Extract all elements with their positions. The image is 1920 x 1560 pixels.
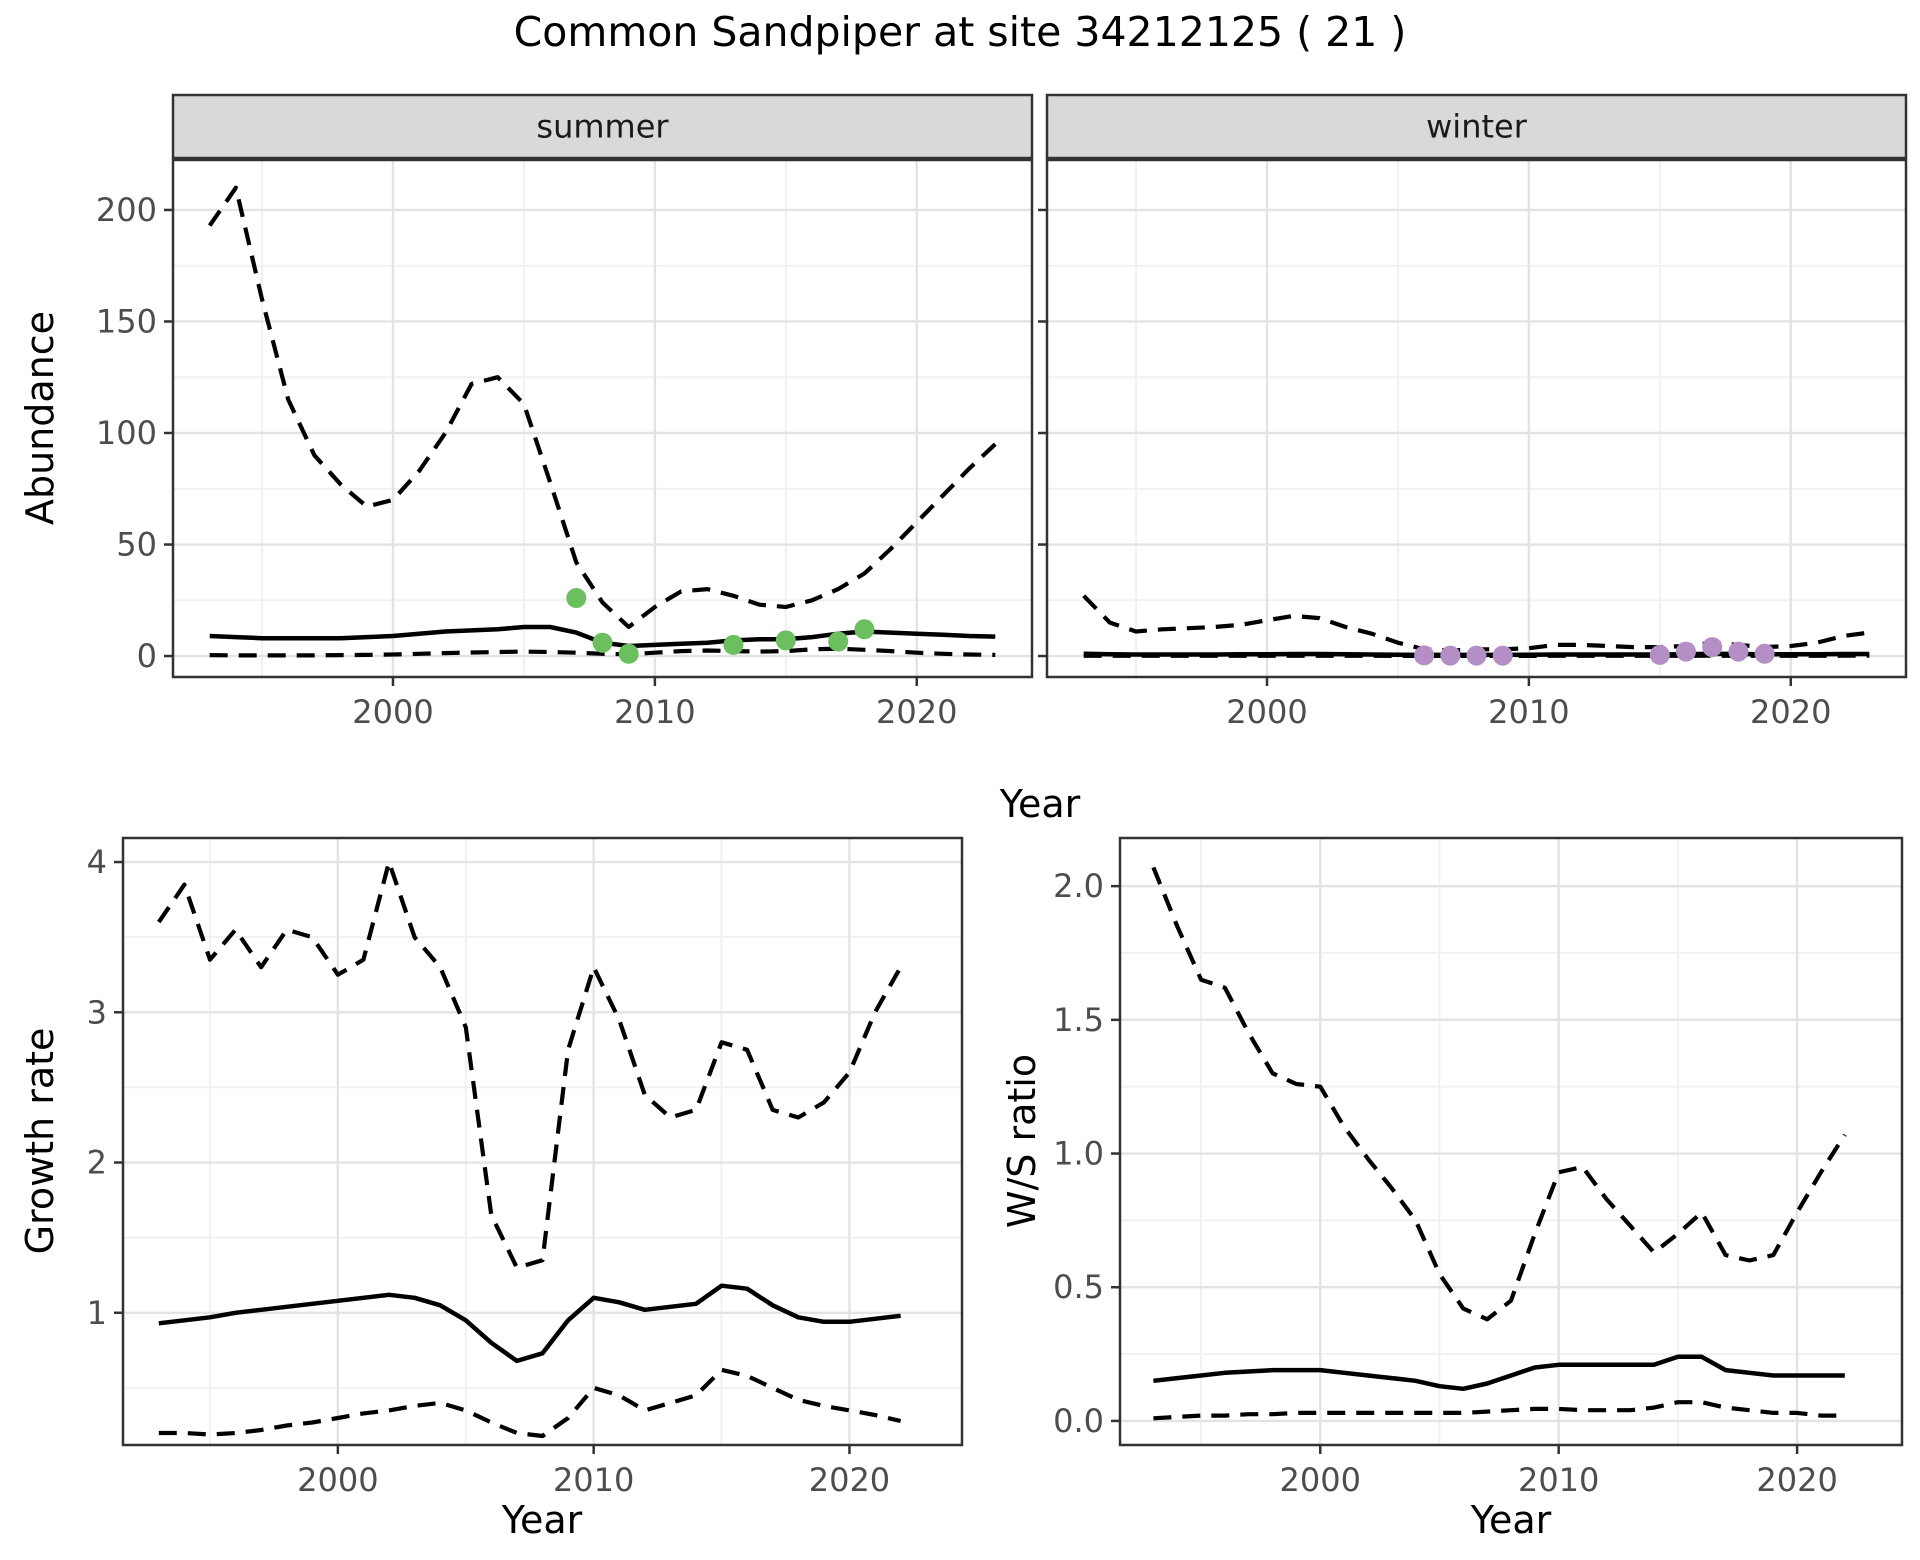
abundance-winter-observed-point <box>1466 645 1487 666</box>
panel-background <box>1120 838 1902 1445</box>
x-tick-label: 2000 <box>1226 693 1307 731</box>
y-axis-title-ws-ratio: W/S ratio <box>1000 1053 1044 1229</box>
y-tick-label: 2.0 <box>1053 867 1104 905</box>
y-tick-label: 0.5 <box>1053 1268 1104 1306</box>
x-tick-label: 2020 <box>1756 1461 1837 1499</box>
y-tick-label: 1 <box>87 1294 107 1332</box>
x-tick-label: 2000 <box>1280 1461 1361 1499</box>
x-tick-label: 2010 <box>614 693 695 731</box>
panel-ws-ratio: 2000 2010 2020 0.0 0.5 1.0 1.5 2.0 <box>1053 836 1904 1499</box>
abundance-summer-observed-point <box>618 643 639 664</box>
y-tick-label: 50 <box>116 526 157 564</box>
abundance-winter-observed-point <box>1676 641 1696 662</box>
x-tick-label: 2020 <box>876 693 957 731</box>
abundance-summer-observed-point <box>592 632 613 653</box>
x-axis-title-year-growth: Year <box>501 1498 583 1542</box>
facet-strip-label: summer <box>536 108 669 146</box>
x-axis-title-year-ws: Year <box>1470 1498 1552 1542</box>
facet-strip <box>1045 93 1908 160</box>
y-tick-label: 1.0 <box>1053 1135 1104 1173</box>
abundance-winter-observed-point <box>1702 637 1723 658</box>
growth-rate-upper_ci-line <box>157 859 903 1270</box>
growth-rate-lower_ci-line <box>158 1367 902 1439</box>
ws-ratio-upper_ci-line <box>1151 866 1847 1322</box>
y-tick-label: 100 <box>96 414 157 452</box>
figure-title: Common Sandpiper at site 34212125 ( 21 ) <box>513 8 1407 56</box>
panel-border <box>171 158 1034 679</box>
x-tick-label: 2020 <box>1750 693 1831 731</box>
y-tick-label: 0 <box>137 637 157 675</box>
growth-rate-median-line <box>158 1283 901 1364</box>
facet-strip <box>171 93 1034 160</box>
abundance-winter-observed-point <box>1440 645 1461 666</box>
abundance-summer-observed-point <box>723 634 744 655</box>
y-tick-label: 4 <box>87 843 107 881</box>
panel-growth-rate: 2000 2010 2020 1 2 3 4 <box>87 836 964 1499</box>
y-axis-title-abundance: Abundance <box>18 310 62 526</box>
y-tick-label: 3 <box>87 993 107 1031</box>
panel-background <box>1047 160 1906 677</box>
abundance-summer-observed-point <box>854 619 875 640</box>
abundance-winter-observed-point <box>1649 644 1670 665</box>
x-tick-label: 2000 <box>352 693 433 731</box>
abundance-winter-observed-point <box>1754 643 1775 664</box>
y-axis-title-growth-rate: Growth rate <box>18 1027 62 1255</box>
abundance-summer-lower_ci-line <box>209 646 996 658</box>
abundance-winter-observed-point <box>1728 641 1749 662</box>
abundance-summer-upper_ci-line <box>207 185 997 630</box>
panel-border <box>121 836 964 1447</box>
abundance-summer-observed-point <box>828 631 849 652</box>
x-axis-title-year-top: Year <box>999 782 1081 826</box>
panel-abundance-summer: 2000 2010 2020 0 50 100 150 200 summer <box>96 93 1034 731</box>
panel-abundance-winter: 2000 2010 2020 winter <box>1038 93 1908 731</box>
panel-border <box>1045 158 1908 679</box>
x-tick-label: 2010 <box>1488 693 1569 731</box>
x-tick-label: 2010 <box>1518 1461 1599 1499</box>
facet-strip-label: winter <box>1426 108 1528 146</box>
abundance-summer-observed-point <box>566 588 587 608</box>
panel-background <box>173 160 1032 677</box>
y-tick-label: 2 <box>87 1144 107 1182</box>
panel-border <box>1118 836 1904 1447</box>
abundance-winter-observed-point <box>1492 645 1513 666</box>
x-tick-label: 2010 <box>553 1461 634 1499</box>
panel-background <box>123 838 962 1445</box>
x-tick-label: 2020 <box>809 1461 890 1499</box>
abundance-summer-observed-point <box>775 630 796 651</box>
y-tick-label: 200 <box>96 191 157 229</box>
y-tick-label: 0.0 <box>1053 1402 1104 1440</box>
y-tick-label: 150 <box>96 302 157 340</box>
y-tick-label: 1.5 <box>1053 1001 1104 1039</box>
ws-ratio-median-line <box>1153 1354 1845 1392</box>
abundance-winter-observed-point <box>1414 645 1435 666</box>
x-tick-label: 2000 <box>297 1461 378 1499</box>
